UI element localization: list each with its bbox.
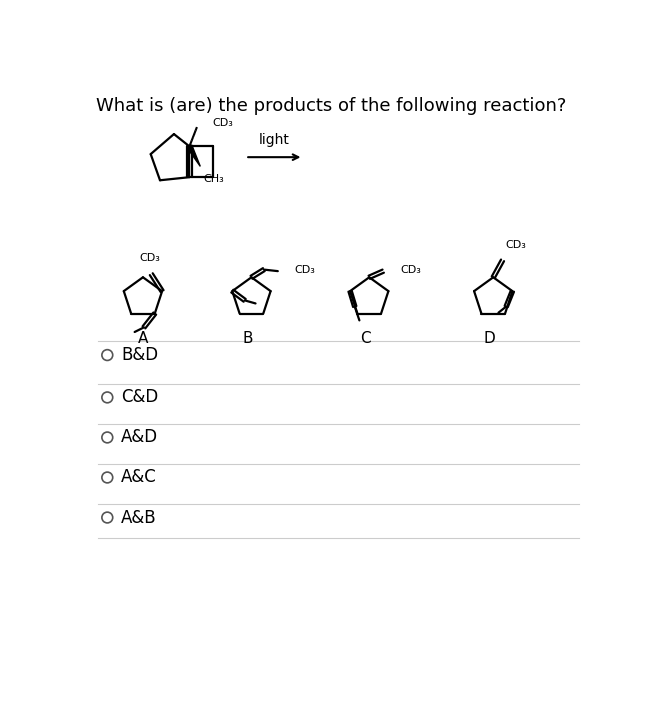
Text: A&C: A&C <box>121 468 157 486</box>
Text: CH₃: CH₃ <box>203 174 224 184</box>
Text: CD₃: CD₃ <box>400 265 421 275</box>
Text: A&B: A&B <box>121 508 157 526</box>
Text: A: A <box>138 332 148 347</box>
Polygon shape <box>187 145 200 166</box>
Text: B: B <box>242 332 253 347</box>
Text: A&D: A&D <box>121 429 158 446</box>
Text: light: light <box>259 133 289 147</box>
Text: What is (are) the products of the following reaction?: What is (are) the products of the follow… <box>96 97 567 115</box>
Text: C&D: C&D <box>121 389 158 406</box>
Text: C: C <box>360 332 371 347</box>
Text: CD₃: CD₃ <box>295 265 315 275</box>
Text: CD₃: CD₃ <box>506 240 527 250</box>
Text: B&D: B&D <box>121 346 158 364</box>
Text: CD₃: CD₃ <box>139 253 160 263</box>
Text: CD₃: CD₃ <box>213 118 234 128</box>
Text: D: D <box>484 332 495 347</box>
